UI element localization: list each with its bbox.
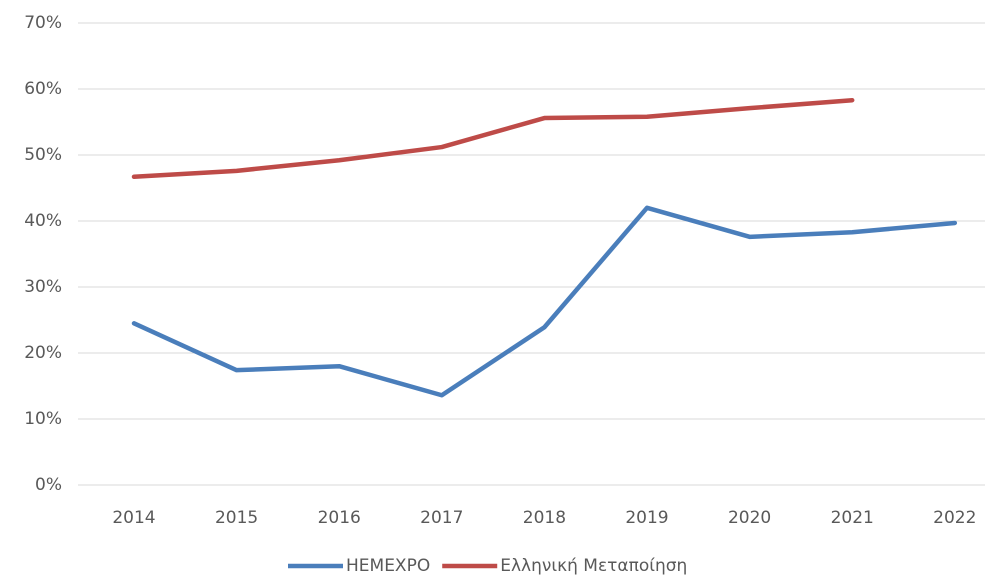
y-tick-label: 60% xyxy=(24,79,62,99)
x-tick-label: 2019 xyxy=(625,508,668,528)
x-tick-label: 2021 xyxy=(831,508,874,528)
y-tick-label: 0% xyxy=(35,475,62,495)
x-tick-label: 2020 xyxy=(728,508,771,528)
line-series xyxy=(131,205,958,398)
legend-label: Ελληνική Μεταποίηση xyxy=(500,556,687,576)
y-tick-label: 50% xyxy=(24,145,62,165)
x-tick-label: 2015 xyxy=(215,508,258,528)
y-tick-label: 30% xyxy=(24,277,62,297)
x-tick-label: 2022 xyxy=(933,508,976,528)
y-tick-label: 20% xyxy=(24,343,62,363)
legend: HEMEXPO Ελληνική Μεταποίηση xyxy=(288,556,687,576)
line-series xyxy=(131,97,855,180)
legend-label: HEMEXPO xyxy=(346,556,430,576)
y-tick-label: 40% xyxy=(24,211,62,231)
x-tick-label: 2016 xyxy=(318,508,361,528)
x-tick-label: 2017 xyxy=(420,508,463,528)
x-tick-label: 2018 xyxy=(523,508,566,528)
x-tick-label: 2014 xyxy=(112,508,155,528)
y-tick-label: 10% xyxy=(24,409,62,429)
y-tick-label: 70% xyxy=(24,13,62,33)
